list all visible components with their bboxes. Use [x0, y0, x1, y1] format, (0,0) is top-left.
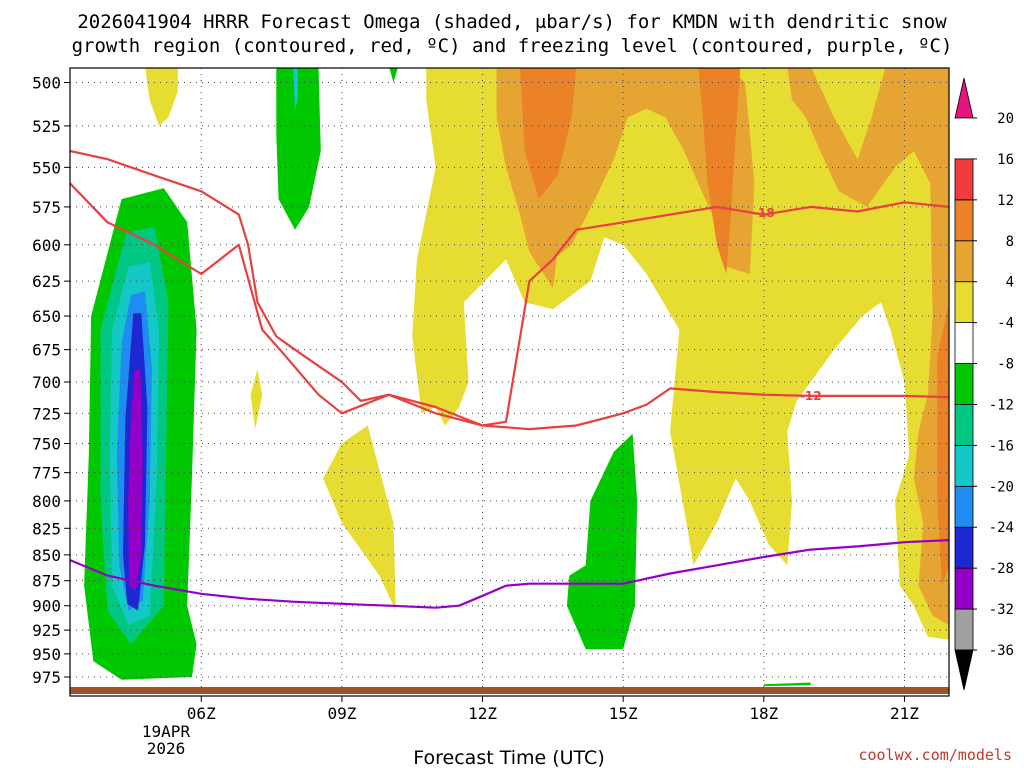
omega-region-ascent-core-06z-28 — [128, 369, 143, 591]
y-tick-label-975: 975 — [32, 668, 61, 687]
y-tick-label-525: 525 — [32, 117, 61, 136]
grid-lines — [70, 68, 949, 696]
x-tick-label-09Z: 09Z — [327, 704, 356, 723]
colorbar-segment-6 — [954, 363, 974, 405]
x-tick-label-06Z: 06Z — [187, 704, 216, 723]
x-axis-label: Forecast Time (UTC) — [413, 747, 604, 768]
contour-label-1: -18 — [753, 206, 775, 220]
contour-lines: -12 -18 — [70, 149, 949, 609]
y-tick-label-700: 700 — [32, 373, 61, 392]
colorbar-segment-5 — [954, 404, 974, 446]
colorbar-segment-10 — [954, 199, 974, 242]
omega-region-descent-12-c — [937, 302, 949, 586]
omega-region-ascent-14z-lower — [566, 433, 638, 650]
contour-label-0: -12 — [800, 389, 822, 403]
chart-title-line1: 2026041904 HRRR Forecast Omega (shaded, … — [77, 11, 947, 33]
y-tick-label-625: 625 — [32, 272, 61, 291]
y-tick-label-775: 775 — [32, 464, 61, 483]
colorbar: -36 -32 -28 -24 -20 -16 -12 -8 -4 4 8 12 16 20 — [954, 77, 1014, 691]
colorbar-label-13: 20 — [997, 111, 1014, 127]
colorbar-label-8: -4 — [997, 316, 1014, 332]
omega-region-descent-8-left — [496, 68, 558, 289]
ground-surface-strip — [70, 687, 949, 694]
y-tick-label-600: 600 — [32, 236, 61, 255]
colorbar-segment-0 — [954, 608, 974, 651]
colorbar-label-0: -36 — [989, 643, 1014, 659]
contour-line-1 — [70, 149, 949, 427]
colorbar-segment-7 — [954, 322, 974, 364]
y-tick-label-725: 725 — [32, 404, 61, 423]
colorbar-label-10: 8 — [1006, 234, 1014, 250]
omega-region-descent-upper-05z — [145, 68, 178, 126]
colorbar-over-arrow — [954, 77, 974, 119]
omega-region-descent-8-right — [787, 68, 949, 626]
y-tick-label-925: 925 — [32, 621, 61, 640]
omega-region-ascent-10z-sliver — [389, 68, 398, 83]
omega-region-ascent-08z-upper-12 — [293, 68, 298, 109]
colorbar-label-1: -32 — [989, 602, 1014, 618]
colorbar-segment-1 — [954, 567, 974, 610]
x-axis-ticks: 06Z 09Z 12Z 15Z 18Z 21Z — [187, 696, 919, 723]
y-tick-label-950: 950 — [32, 645, 61, 664]
date-label-year: 2026 — [147, 739, 186, 758]
y-tick-label-550: 550 — [32, 158, 61, 177]
colorbar-segment-3 — [954, 485, 974, 528]
colorbar-segment-11 — [954, 158, 974, 201]
colorbar-label-7: -8 — [997, 357, 1014, 373]
omega-region-descent-12-b — [698, 68, 741, 274]
y-tick-label-675: 675 — [32, 341, 61, 360]
y-tick-label-850: 850 — [32, 546, 61, 565]
chart-title-line2: growth region (contoured, red, ºC) and f… — [72, 35, 953, 57]
omega-region-ascent-18z-sfc — [763, 682, 811, 687]
colorbar-segment-2 — [954, 526, 974, 569]
y-tick-label-575: 575 — [32, 198, 61, 217]
credit-text: coolwx.com/models — [858, 746, 1012, 764]
colorbar-segment-9 — [954, 240, 974, 283]
x-tick-label-18Z: 18Z — [749, 704, 778, 723]
y-tick-label-825: 825 — [32, 519, 61, 538]
y-tick-label-750: 750 — [32, 434, 61, 453]
colorbar-segment-4 — [954, 444, 974, 487]
x-tick-label-12Z: 12Z — [468, 704, 497, 723]
colorbar-label-6: -12 — [989, 397, 1014, 413]
y-tick-label-800: 800 — [32, 492, 61, 511]
y-tick-label-900: 900 — [32, 597, 61, 616]
y-tick-label-650: 650 — [32, 307, 61, 326]
colorbar-label-2: -28 — [989, 561, 1014, 577]
x-tick-label-15Z: 15Z — [609, 704, 638, 723]
colorbar-under-arrow — [954, 649, 974, 691]
colorbar-label-4: -20 — [989, 479, 1014, 495]
y-axis-ticks: 500 525 550 575 600 625 650 675 700 725 750 775 800 8… — [32, 74, 70, 687]
omega-shading — [84, 68, 949, 687]
colorbar-label-3: -24 — [989, 520, 1014, 536]
omega-region-descent-07z-sliver — [250, 369, 263, 430]
colorbar-label-11: 12 — [997, 193, 1014, 209]
omega-region-descent-8-mid — [529, 68, 755, 274]
omega-region-descent-mid-09z — [323, 425, 396, 611]
omega-region-ascent-08z-upper — [276, 68, 321, 230]
x-tick-label-21Z: 21Z — [890, 704, 919, 723]
colorbar-segment-8 — [954, 281, 974, 324]
y-tick-label-875: 875 — [32, 572, 61, 591]
colorbar-label-12: 16 — [997, 152, 1014, 168]
date-label-day: 19APR — [142, 722, 191, 741]
colorbar-label-5: -16 — [989, 438, 1014, 454]
colorbar-label-9: 4 — [1006, 275, 1014, 291]
omega-region-descent-12-a — [520, 68, 577, 200]
contour-line-2 — [70, 539, 949, 609]
y-tick-label-500: 500 — [32, 74, 61, 93]
